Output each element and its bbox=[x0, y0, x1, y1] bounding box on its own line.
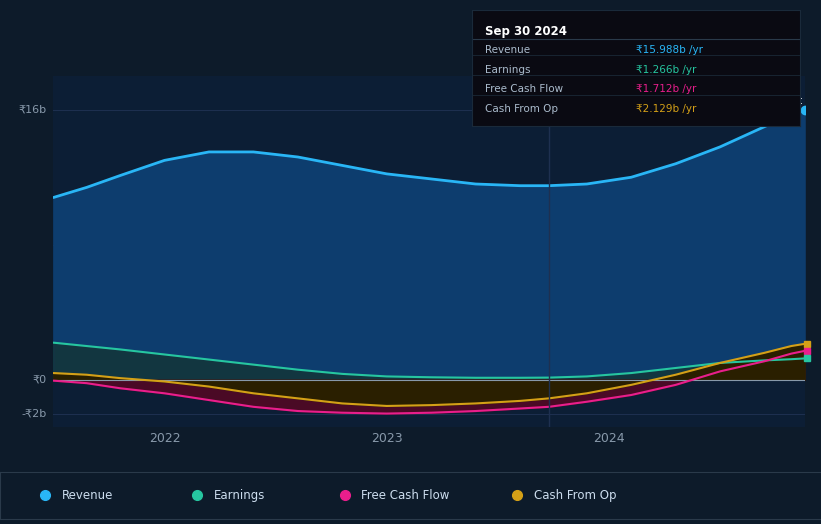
Text: ₹0: ₹0 bbox=[32, 375, 47, 385]
Text: Earnings: Earnings bbox=[485, 64, 530, 74]
Text: Earnings: Earnings bbox=[213, 489, 265, 501]
Text: ₹1.712b /yr: ₹1.712b /yr bbox=[636, 84, 697, 94]
Text: Sep 30 2024: Sep 30 2024 bbox=[485, 26, 567, 38]
Text: ₹15.988b /yr: ₹15.988b /yr bbox=[636, 45, 704, 55]
Text: Free Cash Flow: Free Cash Flow bbox=[361, 489, 450, 501]
Text: Cash From Op: Cash From Op bbox=[485, 104, 558, 114]
Text: -₹2b: -₹2b bbox=[21, 409, 47, 419]
Text: ₹1.266b /yr: ₹1.266b /yr bbox=[636, 64, 697, 74]
Text: ₹2.129b /yr: ₹2.129b /yr bbox=[636, 104, 697, 114]
Text: ₹16b: ₹16b bbox=[18, 105, 47, 115]
Text: Free Cash Flow: Free Cash Flow bbox=[485, 84, 563, 94]
Text: Past: Past bbox=[780, 96, 804, 106]
Text: Cash From Op: Cash From Op bbox=[534, 489, 616, 501]
Text: Revenue: Revenue bbox=[62, 489, 113, 501]
Text: Revenue: Revenue bbox=[485, 45, 530, 55]
